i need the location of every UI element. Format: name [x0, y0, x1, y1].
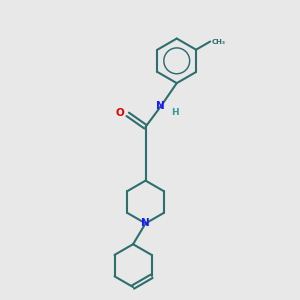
Text: CH₃: CH₃	[212, 38, 225, 44]
Text: H: H	[171, 108, 178, 117]
Text: N: N	[156, 101, 165, 111]
Text: N: N	[141, 218, 150, 228]
Text: O: O	[116, 108, 124, 118]
